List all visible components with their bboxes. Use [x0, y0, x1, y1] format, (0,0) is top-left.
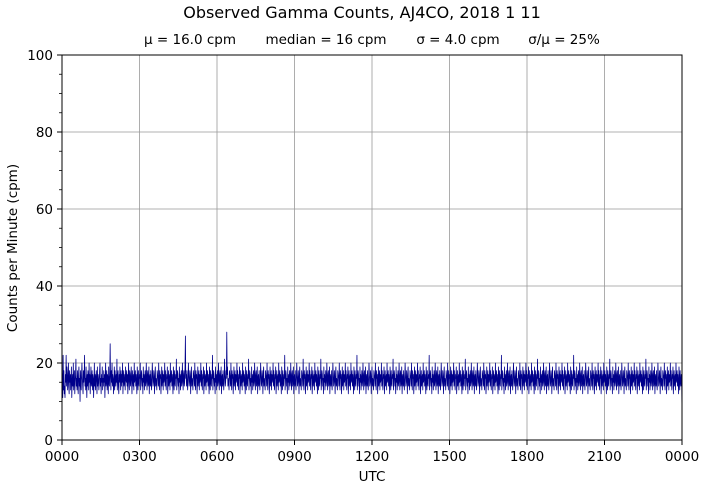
- chart-subtitle: μ = 16.0 cpm median = 16 cpm σ = 4.0 cpm…: [144, 32, 600, 48]
- x-axis-label: UTC: [359, 469, 386, 485]
- y-tick-label: 80: [36, 125, 53, 141]
- x-tick-label: 0300: [122, 449, 156, 465]
- x-tick-label: 0900: [277, 449, 311, 465]
- x-axis: 0000 0300 0600 0900 1200 1500 1800 2100 0000: [45, 440, 699, 465]
- x-tick-label: 0000: [665, 449, 699, 465]
- y-tick-label: 40: [36, 279, 53, 295]
- subtitle-median: median = 16 cpm: [265, 32, 386, 48]
- subtitle-cv: σ/μ = 25%: [528, 32, 600, 48]
- data-series: [61, 331, 683, 414]
- subtitle-mean: μ = 16.0 cpm: [144, 32, 236, 48]
- series-line: [61, 331, 683, 414]
- x-tick-label: 1200: [355, 449, 389, 465]
- y-axis-label: Counts per Minute (cpm): [5, 164, 21, 332]
- y-tick-label: 60: [36, 202, 53, 218]
- x-tick-label: 1800: [510, 449, 544, 465]
- y-axis: 0 20 40 60 80 100: [27, 48, 62, 449]
- y-tick-label: 20: [36, 356, 53, 372]
- subtitle-std: σ = 4.0 cpm: [416, 32, 499, 48]
- chart-title: Observed Gamma Counts, AJ4CO, 2018 1 11: [183, 3, 541, 22]
- x-tick-label: 2100: [587, 449, 621, 465]
- x-tick-label: 1500: [432, 449, 466, 465]
- y-tick-label: 0: [44, 433, 53, 449]
- y-tick-label: 100: [27, 48, 53, 64]
- x-tick-label: 0000: [45, 449, 79, 465]
- x-tick-label: 0600: [200, 449, 234, 465]
